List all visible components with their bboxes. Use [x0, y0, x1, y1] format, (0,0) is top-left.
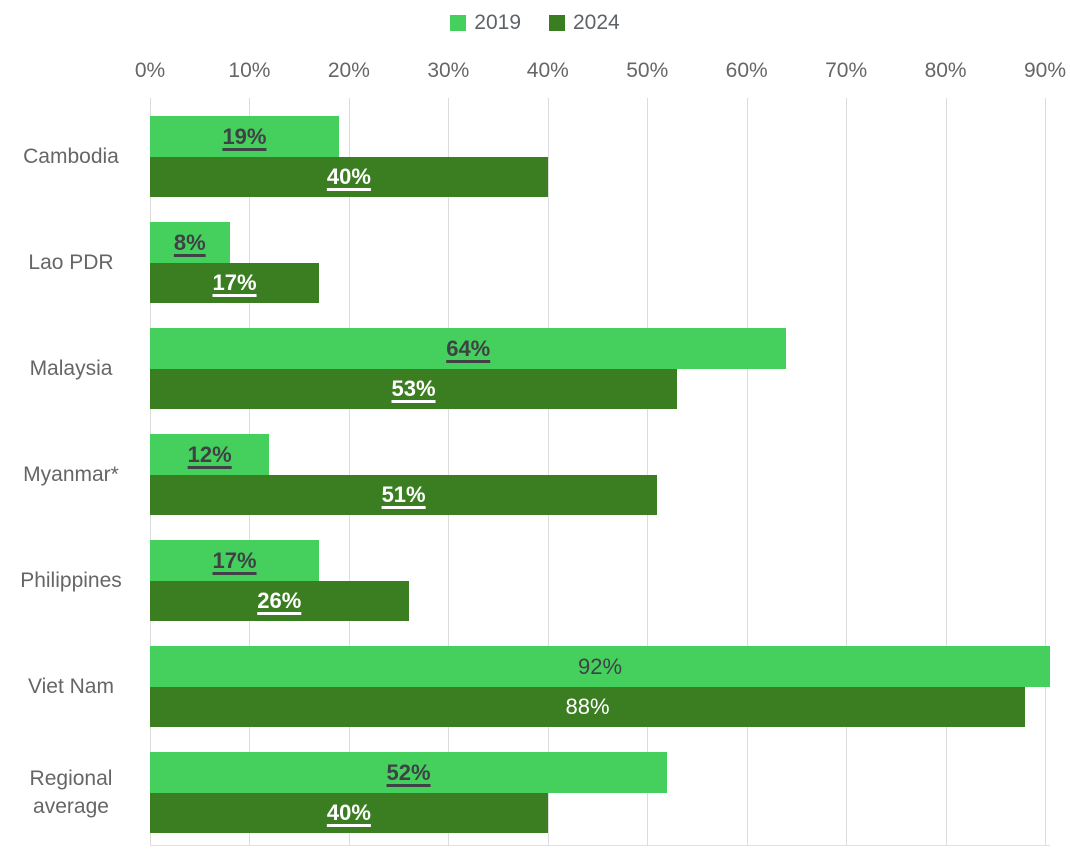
category-label-philippines: Philippines [20, 568, 122, 592]
bar-2019-myanmar: 12% [150, 434, 270, 475]
legend-swatch-2019-icon [450, 15, 467, 31]
value-label-2019-viet-nam: 92% [577, 653, 623, 679]
bar-2024-malaysia: 53% [150, 369, 678, 409]
bar-2024-regional-average: 40% [150, 793, 548, 833]
plot-area: 19% 40% 8% 17% 64% 53% 12% 51% 17% 26% 92% 88% 52% 40… [150, 98, 1050, 846]
axis-tick-80: 80% [924, 59, 967, 82]
bar-2024-philippines: 26% [150, 581, 409, 621]
bar-2019-lao-pdr: 8% [150, 222, 230, 263]
value-label-2024-cambodia: 40% [326, 164, 371, 189]
gridline-70 [846, 98, 848, 845]
axis-tick-10: 10% [228, 59, 271, 82]
bar-2019-viet-nam: 92% [150, 646, 1050, 687]
axis-tick-20: 20% [327, 59, 370, 82]
value-label-2019-myanmar: 12% [187, 441, 232, 467]
value-label-2024-regional-average: 40% [326, 800, 371, 825]
category-labels: Cambodia Lao PDR Malaysia Myanmar* Philippin… [0, 98, 142, 845]
axis-tick-0: 0% [134, 59, 166, 82]
bar-rows: 19% 40% 8% 17% 64% 53% 12% 51% 17% 26% 92% 88% 52% 40… [150, 98, 1050, 845]
category-label-malaysia: Malaysia [29, 356, 113, 380]
bar-2019-regional-average: 52% [150, 752, 668, 793]
bar-2024-lao-pdr: 17% [150, 263, 320, 303]
axis-tick-60: 60% [725, 59, 768, 82]
value-label-2024-malaysia: 53% [391, 376, 436, 401]
bar-2024-viet-nam: 88% [150, 687, 1026, 727]
bar-group-cambodia: 19% 40% [150, 116, 1050, 222]
bar-group-lao-pdr: 8% 17% [150, 222, 1050, 328]
bar-2019-malaysia: 64% [150, 328, 787, 369]
bar-group-malaysia: 64% 53% [150, 328, 1050, 434]
bar-group-philippines: 17% 26% [150, 540, 1050, 646]
value-label-2019-cambodia: 19% [222, 123, 267, 149]
legend: 2019 2024 [0, 11, 1070, 35]
category-label-lao-pdr: Lao PDR [28, 250, 114, 274]
gridline-40 [547, 98, 549, 845]
legend-label-2024: 2024 [573, 11, 620, 34]
axis-tick-90: 90% [1024, 59, 1067, 82]
value-label-2019-lao-pdr: 8% [173, 229, 206, 255]
axis-tick-50: 50% [626, 59, 669, 82]
value-label-2024-lao-pdr: 17% [212, 270, 257, 295]
category-label-regional-average: Regional average [29, 766, 113, 818]
axis-tick-70: 70% [825, 59, 868, 82]
gridline-60 [746, 98, 748, 845]
gridline-30 [448, 98, 450, 845]
category-label-myanmar: Myanmar* [23, 462, 119, 486]
value-label-2024-viet-nam: 88% [565, 694, 610, 719]
value-label-2024-philippines: 26% [257, 588, 302, 613]
value-label-2024-myanmar: 51% [381, 482, 426, 507]
bar-2024-myanmar: 51% [150, 475, 658, 515]
bar-2019-philippines: 17% [150, 540, 320, 581]
legend-swatch-2024-icon [549, 15, 565, 31]
x-axis: 0% 10% 20% 30% 40% 50% 60% 70% 80% 90% [135, 56, 1066, 86]
bar-group-viet-nam: 92% 88% [150, 646, 1050, 752]
value-label-2019-malaysia: 64% [446, 335, 491, 361]
axis-tick-40: 40% [526, 59, 569, 82]
bar-2019-cambodia: 19% [150, 116, 339, 157]
legend-item-2019: 2019 [450, 11, 521, 35]
category-label-viet-nam: Viet Nam [28, 674, 114, 698]
gridline-90 [1045, 98, 1047, 845]
bar-group-myanmar: 12% 51% [150, 434, 1050, 540]
legend-item-2024: 2024 [549, 11, 620, 35]
gridline-50 [647, 98, 649, 845]
value-label-2019-regional-average: 52% [386, 759, 431, 785]
value-label-2019-philippines: 17% [212, 547, 257, 573]
category-label-cambodia: Cambodia [23, 144, 119, 168]
gridline-20 [348, 98, 350, 845]
bar-2024-cambodia: 40% [150, 157, 548, 197]
bar-group-regional-average: 52% 40% [150, 752, 1050, 858]
gridline-80 [945, 98, 947, 845]
axis-tick-30: 30% [427, 59, 470, 82]
legend-label-2019: 2019 [474, 11, 521, 34]
